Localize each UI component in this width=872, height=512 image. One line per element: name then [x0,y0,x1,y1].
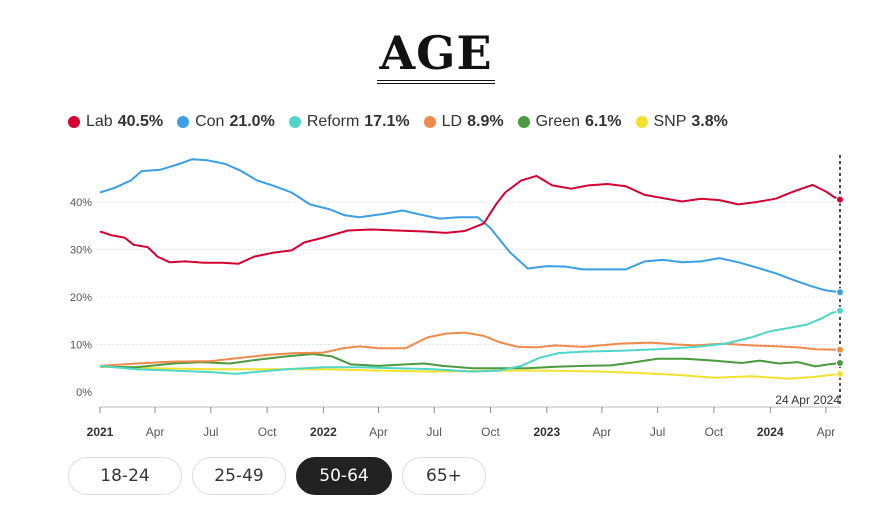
legend-name: Con [195,113,225,130]
legend-name: Reform [306,113,360,130]
x-tick-label: Apr [369,425,388,439]
x-tick-label: Apr [593,425,612,439]
tab-age-65plus[interactable]: 65+ [402,457,486,495]
x-tick-label: 2024 [757,425,784,439]
series-end-dot-green [836,359,844,368]
x-tick-label: Apr [146,425,165,439]
x-tick-label: 2021 [87,425,114,439]
legend-name: Green [535,113,581,130]
line-chart: 40% 30% 20% 10% 0% 2021 Apr Jul Oct 2022 Apr Jul Oct… [70,155,844,439]
legend-value: 17.1% [364,113,410,130]
legend-value: 3.8% [691,113,728,130]
legend-name: SNP [653,113,687,130]
series-line-con [99,158,841,294]
legend-dot [288,116,301,128]
legend-item-ld: LD 8.9% [423,113,504,131]
legend-value: 6.1% [585,113,622,130]
end-date-label: 24 Apr 2024 [775,393,840,407]
y-tick-label: 20% [70,292,92,304]
legend-item-reform: Reform 17.1% [288,113,410,131]
series-end-dot-con [836,288,844,297]
x-tick-label: Jul [650,425,665,439]
legend-name: Lab [86,113,113,130]
x-tick-label: Apr [817,425,836,439]
x-tick-label: Oct [258,425,277,439]
series-end-dot-ld [836,345,844,354]
x-tick-label: Jul [203,425,218,439]
legend-item-con: Con 21.0% [177,113,275,131]
series-end-dot-snp [836,369,844,378]
y-tick-label: 30% [70,245,92,257]
age-group-tabs: 18-24 25-49 50-64 65+ [68,457,496,495]
x-tick-label: 2023 [533,425,560,439]
legend-dot [68,116,80,128]
x-tick-label: Jul [427,425,442,439]
y-tick-label: 10% [70,340,92,352]
legend-item-green: Green 6.1% [517,113,622,131]
legend-dot [177,116,190,128]
series-line-ld [99,331,841,367]
tab-age-25-49[interactable]: 25-49 [192,457,286,495]
legend-dot [635,116,648,128]
y-tick-label: 40% [70,197,92,209]
x-tick-label: Oct [705,425,724,439]
series-end-dot-lab [836,195,844,204]
legend-item-lab: Lab 40.5% [68,113,163,131]
tab-age-50-64[interactable]: 50-64 [296,457,392,495]
chart-title-wrap: AGE [0,26,872,84]
series-end-dot-reform [836,306,844,315]
legend-dot [517,116,530,128]
legend-dot [423,116,436,128]
x-tick-label: 2022 [310,425,337,439]
legend-value: 21.0% [229,113,275,130]
legend-value: 40.5% [117,113,164,130]
series-line-reform [99,309,841,375]
chart-title: AGE [377,26,495,84]
legend-name: LD [441,113,463,130]
y-tick-label: 0% [76,387,92,399]
legend: Lab 40.5% Con 21.0% Reform 17.1% LD 8.9% Green 6.… [68,113,742,131]
series-line-lab [99,174,841,265]
series-line-snp [99,365,841,380]
legend-item-snp: SNP 3.8% [635,113,728,131]
x-tick-label: Oct [481,425,500,439]
series-line-green [99,353,841,370]
legend-value: 8.9% [467,113,504,130]
tab-age-18-24[interactable]: 18-24 [68,457,182,495]
